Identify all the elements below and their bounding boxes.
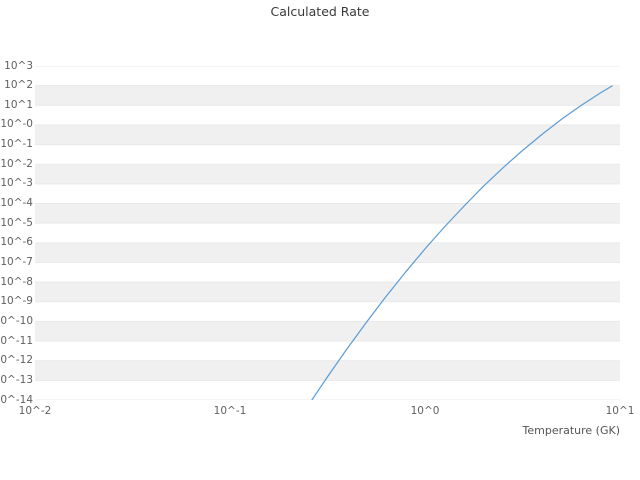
data-line — [311, 85, 613, 400]
y-tick-label: 10^-0 — [0, 118, 33, 131]
grid-stripe — [35, 242, 620, 263]
y-tick-label: 10^-3 — [0, 177, 33, 190]
y-tick-label: 10^-12 — [0, 354, 33, 367]
grid-stripe — [35, 282, 620, 302]
x-tick-label: 10^-1 — [213, 405, 247, 417]
y-tick-label: 10^-14 — [0, 393, 33, 406]
y-tick-label: 10^-5 — [0, 216, 33, 229]
grid-stripe — [35, 203, 620, 224]
y-tick-label: 10^2 — [4, 79, 33, 92]
grid-stripe — [35, 85, 620, 106]
chart-canvas — [35, 66, 620, 400]
x-tick-label: 10^-2 — [18, 405, 52, 417]
x-axis-title: Temperature (GK) — [522, 424, 621, 437]
x-tick-label: 10^1 — [605, 405, 635, 417]
y-tick-label: 10^-4 — [0, 197, 33, 210]
y-tick-label: 10^-2 — [0, 157, 33, 170]
grid-stripe — [35, 164, 620, 184]
plot-area — [35, 66, 620, 400]
y-tick-label: 10^-6 — [0, 236, 33, 249]
grid-stripe — [35, 360, 620, 381]
grid-stripe — [35, 124, 620, 145]
chart-title: Calculated Rate — [270, 4, 370, 19]
y-tick-label: 10^-1 — [0, 138, 33, 151]
y-tick-label: 10^1 — [4, 98, 33, 111]
y-tick-label: 10^-13 — [0, 373, 33, 386]
y-tick-label: 10^-7 — [0, 255, 33, 268]
y-tick-label: 10^-11 — [0, 334, 33, 347]
x-tick-label: 10^0 — [410, 405, 440, 417]
grid-stripe — [35, 321, 620, 342]
y-axis-tick-labels: 10^3 10^2 10^1 10^-0 10^-1 10^-2 10^-3 10^-4 10^… — [0, 0, 33, 480]
y-tick-label: 10^-10 — [0, 314, 33, 327]
y-tick-label: 10^-9 — [0, 295, 33, 308]
y-tick-label: 10^-8 — [0, 275, 33, 288]
y-tick-label: 10^3 — [4, 59, 33, 72]
